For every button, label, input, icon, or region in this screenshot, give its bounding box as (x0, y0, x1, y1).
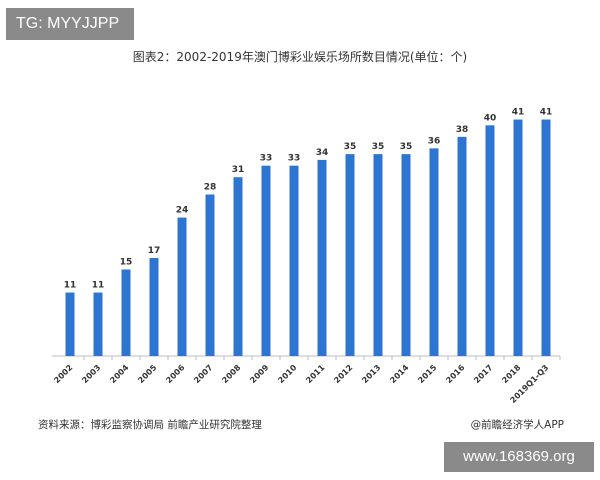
data-label: 11 (64, 281, 77, 291)
bar (513, 119, 523, 356)
x-tick-label: 2016 (444, 363, 466, 385)
bar (93, 292, 103, 356)
bar (121, 269, 131, 356)
bar (205, 194, 215, 356)
x-tick-label: 2018 (500, 363, 522, 385)
data-label: 35 (344, 142, 357, 152)
data-label: 33 (260, 154, 273, 164)
data-label: 33 (288, 154, 301, 164)
x-tick-label: 2015 (416, 363, 438, 385)
chart-title: 图表2：2002-2019年澳门博彩业娱乐场所数目情况(单位：个) (132, 50, 468, 64)
x-tick-label: 2010 (276, 363, 298, 385)
x-tick-label: 2006 (164, 363, 186, 385)
data-label: 31 (232, 165, 245, 175)
x-tick-label: 2003 (80, 363, 102, 385)
bar (177, 217, 187, 356)
bar (289, 165, 299, 356)
x-tick-label: 2002 (52, 363, 74, 385)
bar (429, 148, 439, 356)
data-label: 41 (540, 108, 553, 118)
brand-credit: @前瞻经济学人APP (470, 419, 564, 431)
data-label: 41 (512, 108, 525, 118)
x-tick-label: 2011 (304, 363, 326, 385)
data-label: 35 (400, 142, 413, 152)
x-tick-label: 2004 (108, 363, 130, 385)
data-label: 11 (92, 281, 105, 291)
data-label: 35 (372, 142, 385, 152)
x-tick-label: 2007 (192, 363, 214, 385)
bar (541, 119, 551, 356)
bar (485, 125, 495, 356)
x-tick-label: 2013 (360, 363, 382, 385)
tag-badge: TG: MYYJJPP (6, 8, 134, 40)
x-tick-label: 2008 (220, 363, 242, 385)
data-label: 36 (428, 136, 441, 146)
data-label: 17 (148, 246, 161, 256)
x-tick-label: 2017 (472, 363, 494, 385)
bar (317, 159, 327, 356)
data-label: 40 (484, 113, 497, 123)
bar (345, 154, 355, 356)
bar (261, 165, 271, 356)
site-url-badge: www.168369.org (444, 442, 594, 472)
data-label: 28 (204, 183, 217, 193)
bar (149, 257, 159, 356)
x-tick-label: 2012 (332, 363, 354, 385)
bar (373, 154, 383, 356)
bar (65, 292, 75, 356)
x-tick-label: 2009 (248, 363, 270, 385)
bar (233, 177, 243, 356)
bar (401, 154, 411, 356)
bar (457, 136, 467, 356)
data-label: 34 (316, 148, 329, 158)
source-note: 资料来源：博彩监察协调局 前瞻产业研究院整理 (38, 419, 262, 431)
data-label: 38 (456, 125, 469, 135)
data-label: 24 (176, 206, 189, 216)
x-tick-label: 2014 (388, 363, 410, 385)
data-label: 15 (120, 257, 133, 267)
x-tick-label: 2005 (136, 363, 158, 385)
